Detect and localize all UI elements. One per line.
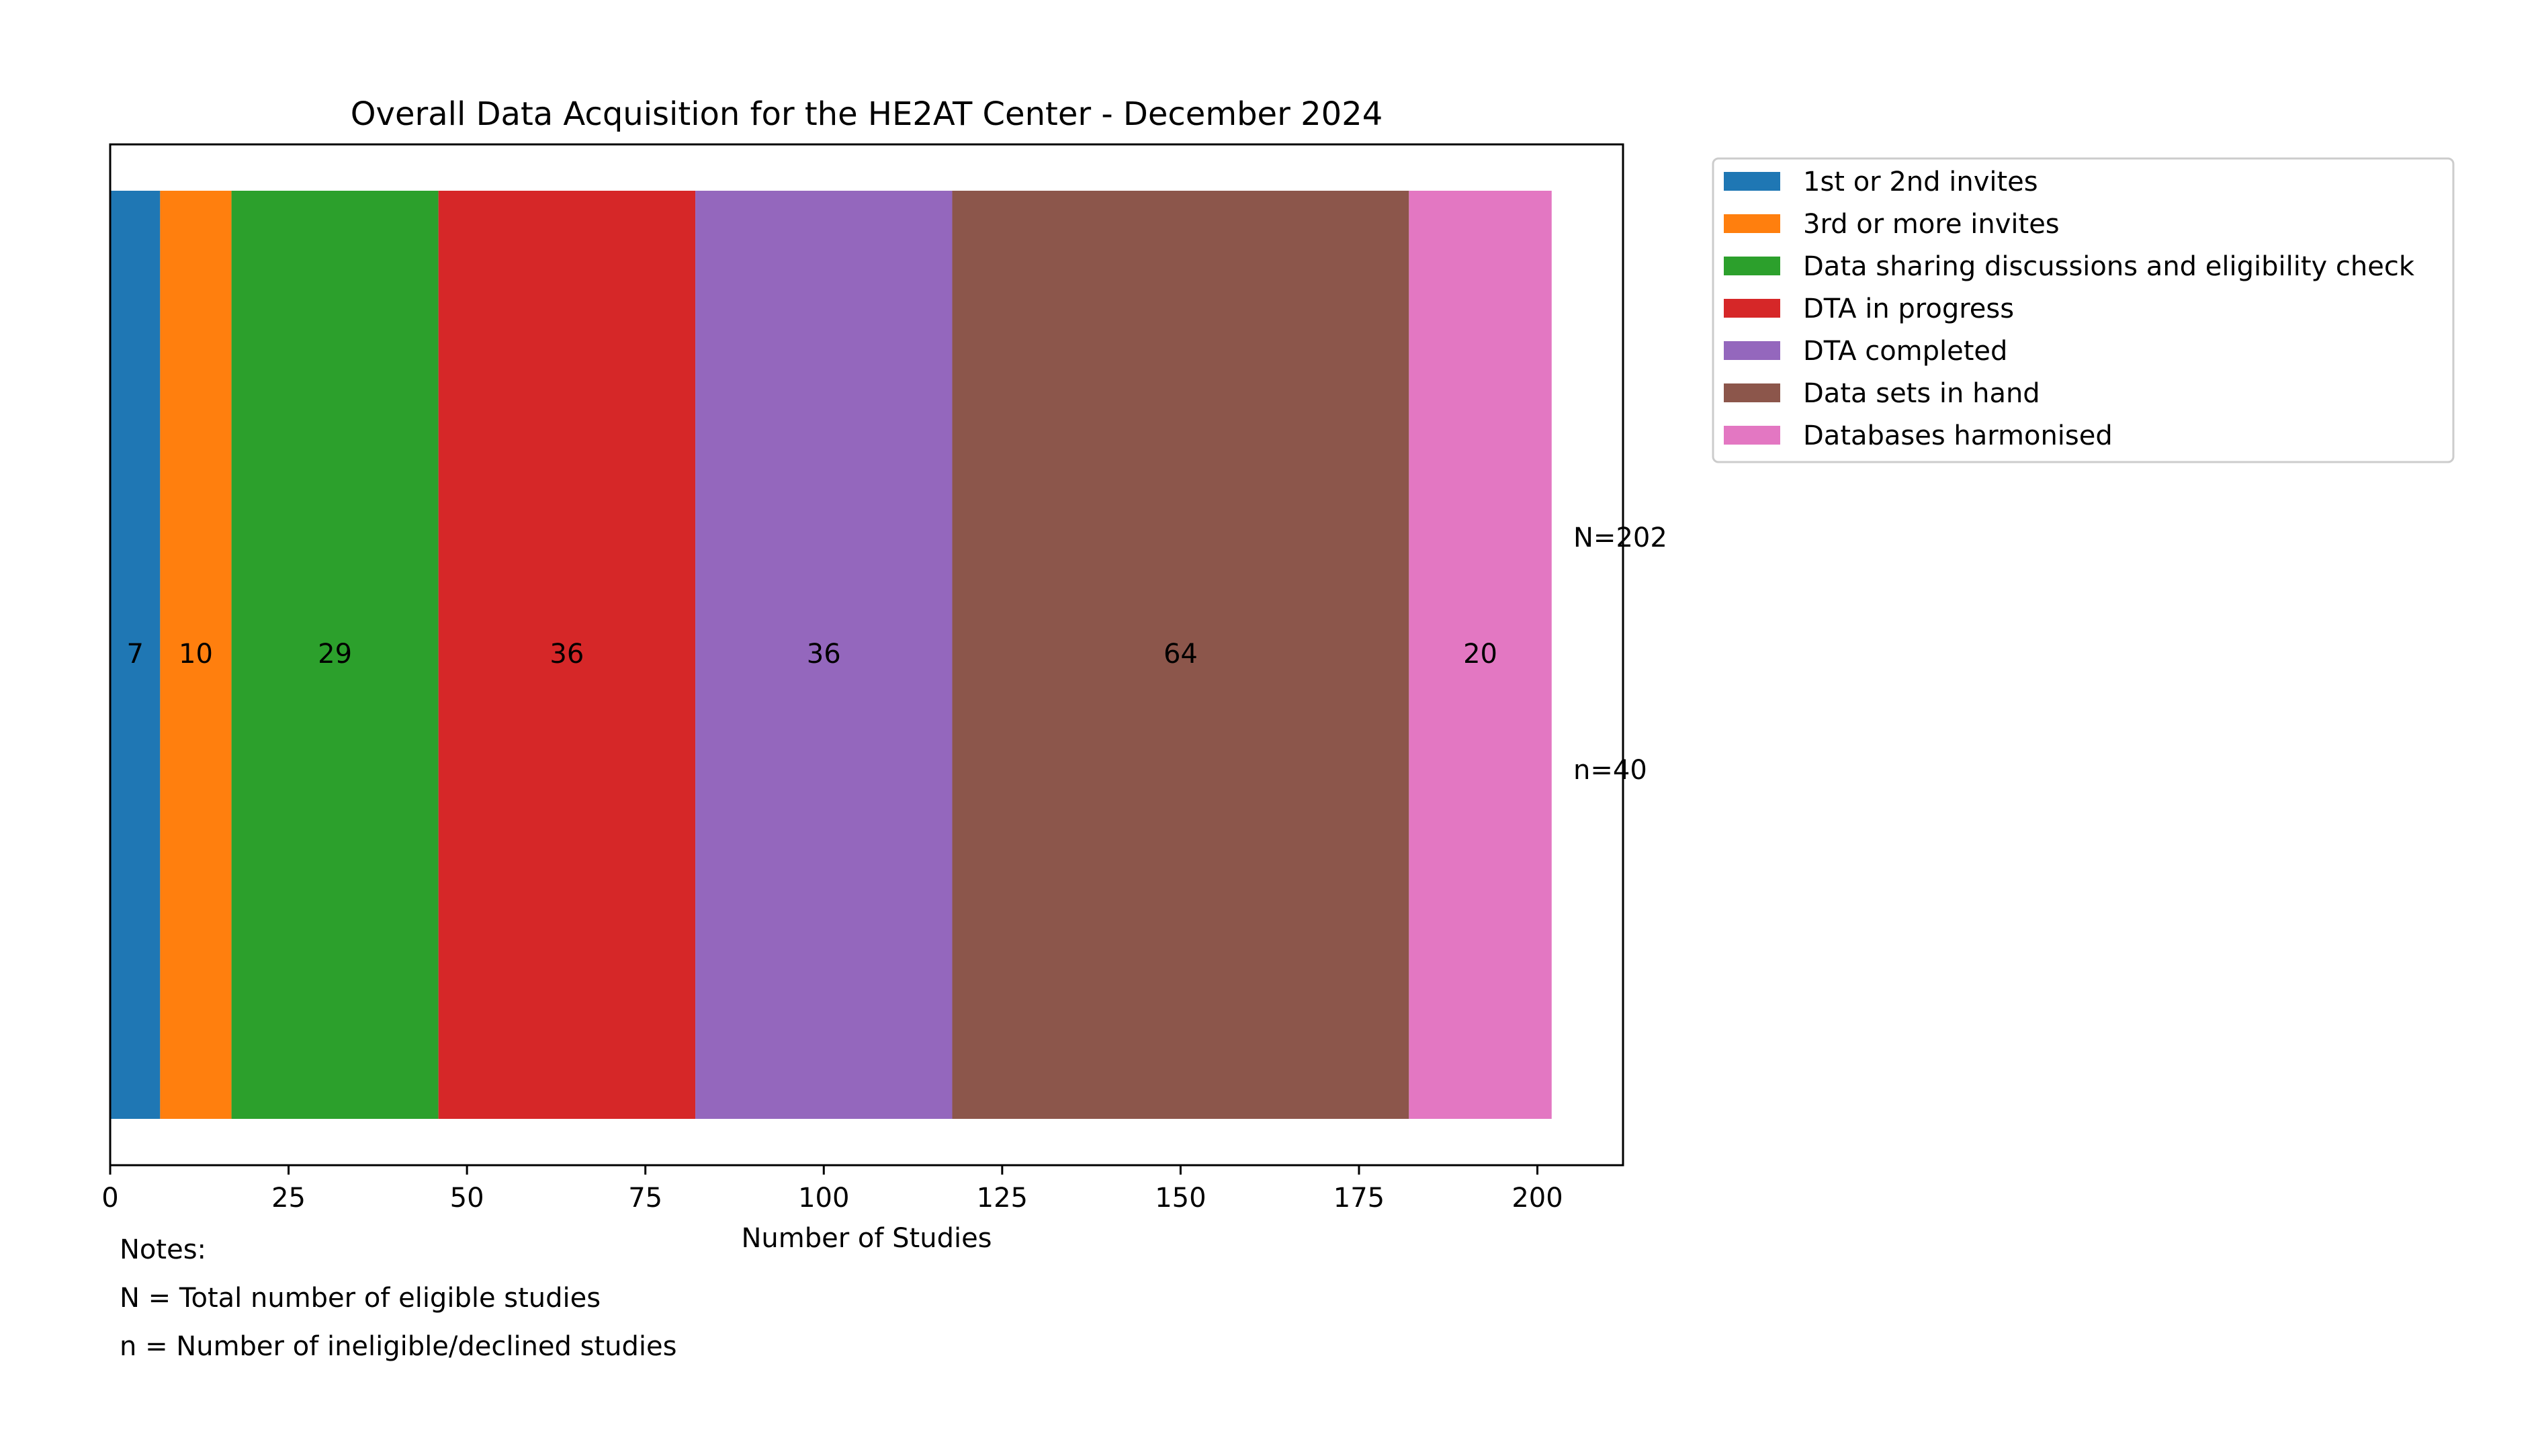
x-axis: 0 25 50 75 100 125 150 175 200 bbox=[101, 1165, 1563, 1214]
x-axis-label: Number of Studies bbox=[741, 1223, 992, 1254]
legend-label: Data sets in hand bbox=[1803, 378, 2040, 409]
bar-segment bbox=[695, 191, 953, 1119]
legend-swatch bbox=[1724, 426, 1780, 445]
bar-segment bbox=[952, 191, 1409, 1119]
note-ineligible: n = Number of ineligible/declined studie… bbox=[120, 1331, 676, 1362]
legend-swatch bbox=[1724, 172, 1780, 191]
x-tick-label: 50 bbox=[450, 1183, 484, 1214]
plot-frame bbox=[109, 143, 1624, 1167]
x-tick-label: 200 bbox=[1512, 1183, 1563, 1214]
legend-swatch bbox=[1724, 341, 1780, 360]
annotation-total: N=202 bbox=[1573, 522, 1667, 553]
bars-layer bbox=[110, 191, 1552, 1119]
notes-heading: Notes: bbox=[120, 1234, 206, 1265]
data-labels-layer: 7 10 29 36 36 64 20 bbox=[126, 639, 1497, 670]
bar-data-label: 7 bbox=[126, 639, 143, 670]
legend-label: DTA in progress bbox=[1803, 293, 2014, 324]
x-tick-label: 175 bbox=[1333, 1183, 1385, 1214]
x-tick-label: 0 bbox=[101, 1183, 118, 1214]
bar-data-label: 36 bbox=[807, 639, 841, 670]
bar-data-label: 29 bbox=[318, 639, 352, 670]
bar-segment bbox=[160, 191, 232, 1119]
bar-segment bbox=[231, 191, 439, 1119]
legend-label: DTA completed bbox=[1803, 336, 2007, 367]
note-total: N = Total number of eligible studies bbox=[120, 1283, 601, 1314]
legend-swatch bbox=[1724, 257, 1780, 275]
legend-frame bbox=[1712, 157, 2455, 463]
legend-label: Data sharing discussions and eligibility… bbox=[1803, 251, 2415, 282]
chart-title: Overall Data Acquisition for the HE2AT C… bbox=[351, 95, 1383, 133]
legend-swatch bbox=[1724, 383, 1780, 402]
x-tick-label: 125 bbox=[977, 1183, 1028, 1214]
bar-data-label: 64 bbox=[1164, 639, 1198, 670]
annotation-ineligible: n=40 bbox=[1573, 755, 1647, 786]
bar-data-label: 10 bbox=[179, 639, 213, 670]
bar-data-label: 36 bbox=[550, 639, 584, 670]
x-tick-label: 75 bbox=[628, 1183, 662, 1214]
x-tick-label: 25 bbox=[271, 1183, 306, 1214]
bar-segment bbox=[110, 191, 161, 1119]
bar-segment bbox=[1409, 191, 1552, 1119]
legend-label: Databases harmonised bbox=[1803, 420, 2113, 451]
legend: 1st or 2nd invites 3rd or more invites Dat… bbox=[1724, 167, 2415, 451]
x-tick-label: 100 bbox=[798, 1183, 849, 1214]
bar-data-label: 20 bbox=[1463, 639, 1497, 670]
legend-label: 3rd or more invites bbox=[1803, 209, 2060, 240]
legend-swatch bbox=[1724, 214, 1780, 233]
x-tick-label: 150 bbox=[1155, 1183, 1206, 1214]
bar-segment bbox=[438, 191, 696, 1119]
legend-label: 1st or 2nd invites bbox=[1803, 167, 2038, 197]
legend-swatch bbox=[1724, 299, 1780, 318]
